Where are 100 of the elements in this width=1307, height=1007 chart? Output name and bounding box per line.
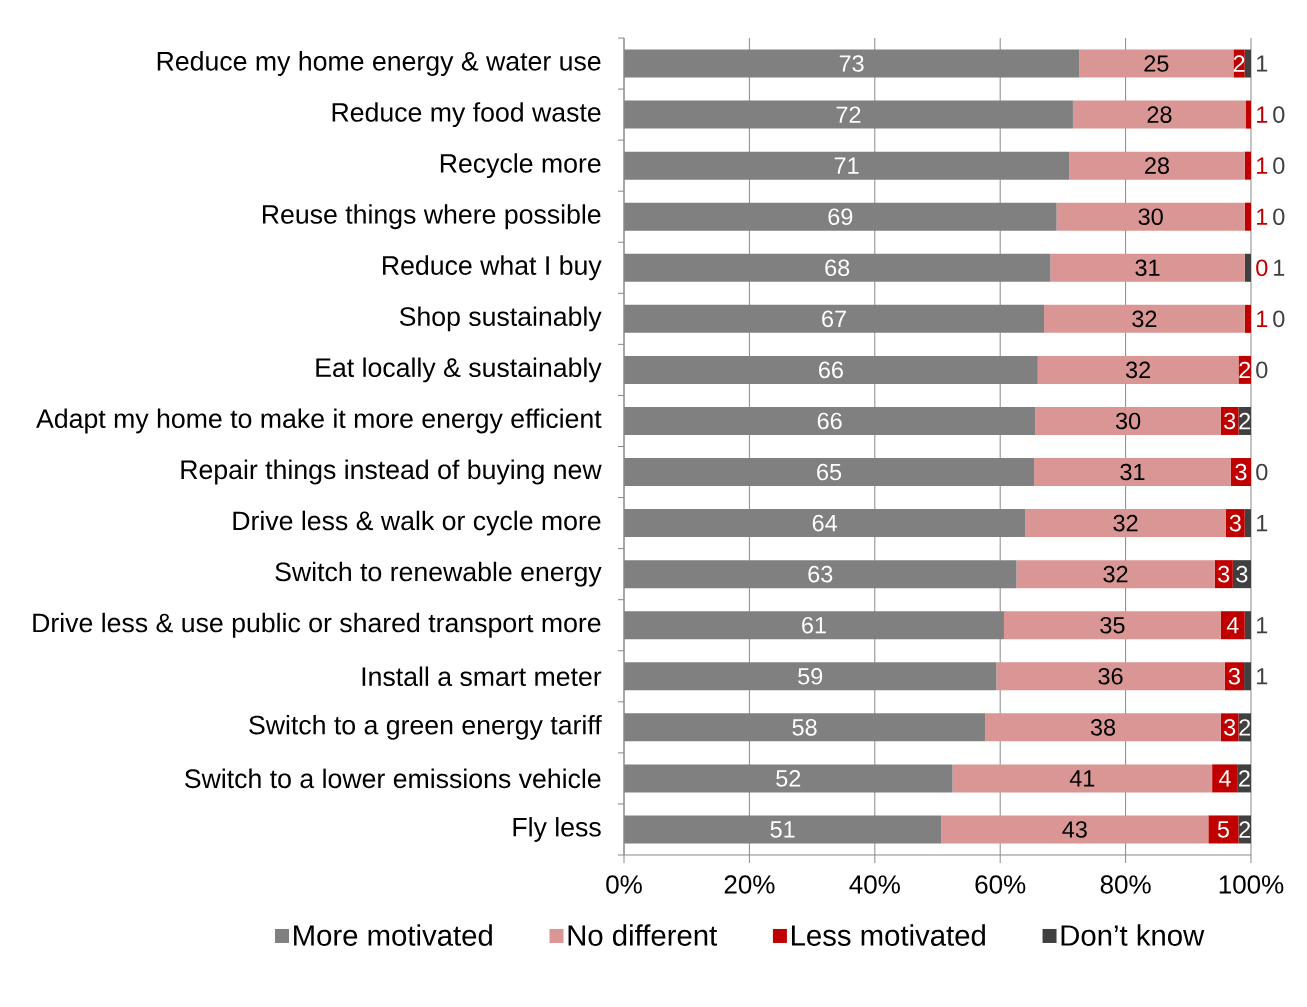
data-label: 35 <box>1100 616 1125 634</box>
bar <box>1056 202 1245 231</box>
bar <box>1069 151 1245 180</box>
data-label: 1 <box>1257 157 1268 174</box>
data-label: 0 <box>1256 259 1268 277</box>
y-tick-label: Eat locally & sustainably <box>316 357 602 383</box>
bar <box>1208 815 1239 844</box>
bar <box>985 713 1221 742</box>
bar <box>1244 662 1251 691</box>
bar <box>1025 509 1226 538</box>
data-label: 66 <box>819 361 843 379</box>
bar <box>1035 406 1221 435</box>
legend-label: Don’t know <box>1061 924 1205 946</box>
bar <box>1003 611 1221 640</box>
data-label: 3 <box>1236 565 1248 583</box>
y-tick-label: Fly less <box>513 817 601 842</box>
data-label: 58 <box>792 719 817 736</box>
y-tick-label: Install a smart meter <box>362 666 602 687</box>
bar <box>1220 611 1245 640</box>
data-label: 1 <box>1274 259 1285 276</box>
data-label: 31 <box>1120 463 1145 481</box>
data-label: 59 <box>798 667 823 685</box>
y-tick-label: Shop sustainably <box>399 306 602 332</box>
data-label: 1 <box>1257 310 1268 327</box>
y-tick-label: Reduce my home energy & water use <box>157 51 601 76</box>
bar <box>1244 151 1251 180</box>
bar <box>996 662 1225 691</box>
data-label: 28 <box>1147 106 1172 123</box>
y-tick-label: Reduce what I buy <box>383 255 602 281</box>
data-label: 32 <box>1103 565 1128 583</box>
data-label: 0 <box>1256 361 1268 379</box>
data-label: 65 <box>817 463 842 481</box>
data-label: 1 <box>1257 515 1268 532</box>
y-tick-label: Switch to a green energy tariff <box>249 714 602 740</box>
bar <box>1037 355 1239 384</box>
data-label: 68 <box>825 259 850 277</box>
bar <box>1212 764 1238 793</box>
y-tick-label: Reuse things where possible <box>262 204 601 230</box>
x-tick-label: 60% <box>975 875 1026 894</box>
bar <box>941 815 1209 844</box>
data-label: 41 <box>1069 770 1095 787</box>
bar <box>1034 458 1231 487</box>
data-label: 31 <box>1135 259 1160 277</box>
data-label: 64 <box>812 514 837 532</box>
data-label: 3 <box>1224 412 1236 430</box>
data-label: 66 <box>817 412 842 430</box>
y-tick-label: Drive less & walk or cycle more <box>233 510 601 536</box>
data-label: 1 <box>1257 668 1268 685</box>
data-label: 36 <box>1098 667 1123 685</box>
data-label: 28 <box>1145 157 1169 174</box>
data-label: 0 <box>1273 106 1285 123</box>
data-label: 2 <box>1239 821 1251 838</box>
bar <box>952 764 1213 793</box>
data-label: 3 <box>1235 463 1247 481</box>
data-label: 5 <box>1217 821 1229 838</box>
bar <box>1044 304 1245 333</box>
data-label: 25 <box>1144 55 1169 72</box>
data-label: 2 <box>1239 770 1250 787</box>
bar <box>1050 253 1245 282</box>
y-tick-label: Switch to renewable energy <box>275 561 602 587</box>
bar <box>1244 509 1251 538</box>
data-label: 30 <box>1138 208 1163 226</box>
data-label: 3 <box>1228 667 1240 685</box>
y-tick-label: Recycle more <box>440 153 601 179</box>
data-label: 0 <box>1273 310 1285 328</box>
data-label: 0 <box>1273 157 1285 174</box>
data-label: 52 <box>776 770 801 787</box>
y-tick-label: Reduce my food waste <box>332 102 601 128</box>
data-label: 32 <box>1125 361 1151 379</box>
data-label: 2 <box>1239 412 1251 430</box>
bar <box>1016 560 1215 589</box>
bar <box>1244 49 1251 78</box>
data-label: 2 <box>1233 55 1245 72</box>
bar <box>1244 304 1251 333</box>
bar <box>1245 100 1251 129</box>
x-tick-label: 40% <box>849 875 900 894</box>
x-tick-label: 80% <box>1100 875 1151 894</box>
data-label: 4 <box>1226 617 1239 634</box>
legend-label: More motivated <box>294 924 492 946</box>
data-label: 2 <box>1239 719 1251 736</box>
data-label: 61 <box>802 616 826 634</box>
data-label: 0 <box>1273 208 1285 226</box>
data-label: 2 <box>1239 361 1251 379</box>
y-tick-label: Drive less & use public or shared transport more <box>33 612 601 638</box>
x-tick-label: 100% <box>1219 875 1284 894</box>
data-label: 67 <box>822 310 846 328</box>
data-label: 51 <box>770 821 795 838</box>
y-tick-label: Adapt my home to make it more energy efficient <box>36 408 602 434</box>
bar <box>1079 49 1234 78</box>
data-label: 3 <box>1229 514 1241 532</box>
data-label: 1 <box>1257 106 1268 123</box>
data-label: 32 <box>1132 310 1157 328</box>
data-label: 38 <box>1090 719 1116 736</box>
bar <box>1072 100 1246 129</box>
data-label: 1 <box>1257 617 1268 634</box>
data-label: 73 <box>839 55 864 72</box>
data-label: 30 <box>1115 412 1141 430</box>
y-tick-label: Repair things instead of buying new <box>181 459 602 485</box>
data-label: 69 <box>828 208 853 226</box>
bar <box>1244 253 1251 282</box>
